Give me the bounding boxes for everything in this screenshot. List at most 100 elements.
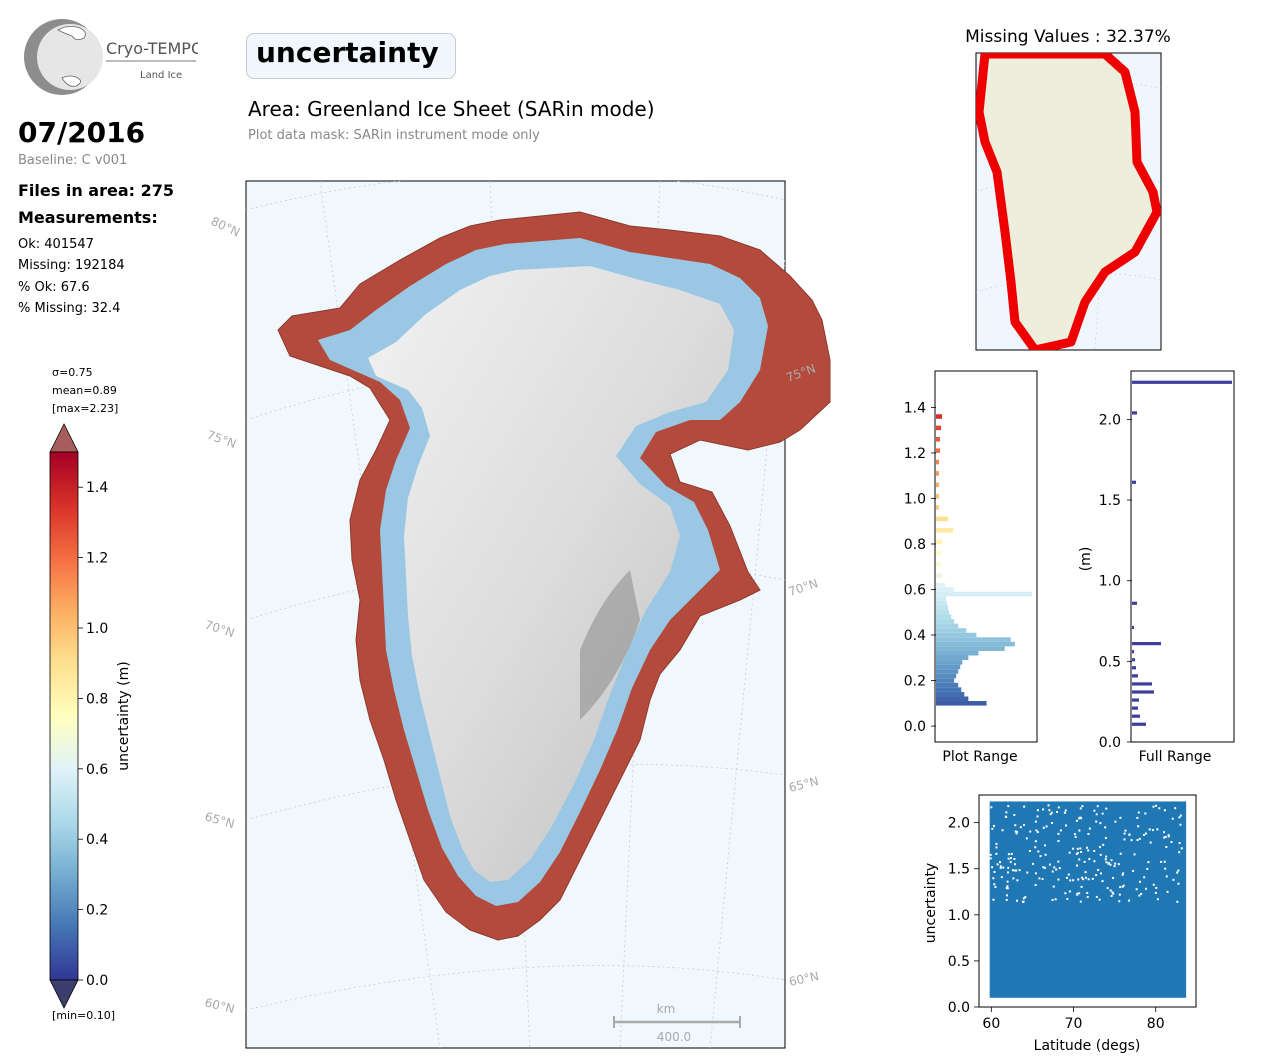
scatter-gap bbox=[1026, 871, 1029, 874]
scatter-gap bbox=[1011, 869, 1014, 872]
scatter-gap bbox=[1135, 888, 1138, 891]
histogram-bar bbox=[936, 587, 955, 592]
scatter-gap bbox=[1084, 876, 1087, 879]
stat-pct-missing: % Missing: 32.4 bbox=[18, 301, 121, 316]
scatter-gap bbox=[999, 865, 1002, 868]
scatter-gap bbox=[1087, 849, 1090, 852]
scatter-gap bbox=[1095, 895, 1098, 898]
histogram-bar bbox=[936, 471, 940, 476]
scatter-gap bbox=[1123, 838, 1126, 841]
scatter-gap bbox=[1002, 866, 1005, 869]
scatter-gap bbox=[1035, 829, 1038, 832]
scatter-gap bbox=[1128, 899, 1131, 902]
stat-ok: Ok: 401547 bbox=[18, 237, 94, 252]
scatter-gap bbox=[1128, 833, 1131, 836]
scatter-gap bbox=[1087, 878, 1090, 881]
scatter-gap bbox=[1064, 809, 1067, 812]
scatter-gap bbox=[1007, 853, 1010, 856]
scatter-gap bbox=[1001, 829, 1004, 832]
histogram-bar bbox=[1132, 698, 1139, 702]
scatter-gap bbox=[1132, 870, 1135, 873]
scatter-gap bbox=[1005, 894, 1008, 897]
lat-label: 70°N bbox=[787, 576, 820, 599]
scatter-gap bbox=[1165, 845, 1168, 848]
scatter-gap bbox=[989, 857, 992, 860]
scatter-gap bbox=[1178, 842, 1181, 845]
scatter-gap bbox=[1124, 829, 1127, 832]
colorbar-max-arrow bbox=[49, 423, 79, 453]
scatter-gap bbox=[1054, 898, 1057, 901]
scatter-gap bbox=[1178, 816, 1181, 819]
histogram-bar bbox=[936, 641, 1015, 647]
scatter-gap bbox=[1104, 826, 1107, 829]
histogram-tick: 1.2 bbox=[904, 446, 926, 462]
baseline-label: Baseline: C v001 bbox=[18, 153, 128, 168]
scatter-gap bbox=[1105, 807, 1108, 810]
scatter-gap bbox=[1165, 875, 1168, 878]
scatter-gap bbox=[1101, 880, 1104, 883]
scatter-gap bbox=[1152, 883, 1155, 886]
scatter-gap bbox=[1034, 872, 1037, 875]
scatter-gap bbox=[1022, 897, 1025, 900]
scatter-gap bbox=[1144, 812, 1147, 815]
scatter-gap bbox=[1036, 815, 1039, 818]
scatter-gap bbox=[1055, 868, 1058, 871]
scatter-gap bbox=[1080, 817, 1083, 820]
histogram-bar bbox=[936, 687, 962, 692]
scatter-gap bbox=[1140, 892, 1143, 895]
scatter-gap bbox=[1005, 887, 1008, 890]
scatter-gap bbox=[991, 866, 994, 869]
scatter-gap bbox=[1104, 837, 1107, 840]
scatter-gap bbox=[1113, 865, 1116, 868]
histogram-tick: 0.2 bbox=[904, 674, 926, 690]
scatter-gap bbox=[1081, 876, 1084, 879]
scatter-gap bbox=[1057, 860, 1060, 863]
scatter-gap bbox=[1123, 832, 1126, 835]
scatter-gap bbox=[1034, 884, 1037, 887]
scatter-gap bbox=[1081, 805, 1084, 808]
scatter-gap bbox=[1015, 899, 1018, 902]
scatter-gap bbox=[1136, 816, 1139, 819]
scatter-gap bbox=[1164, 867, 1167, 870]
histogram-tick: 0.6 bbox=[904, 583, 926, 599]
scatter-gap bbox=[1112, 892, 1115, 895]
histogram-bar bbox=[936, 650, 979, 656]
scatter-gap bbox=[1101, 812, 1104, 815]
scatter-gap bbox=[1087, 832, 1090, 835]
scatter-gap bbox=[1025, 837, 1028, 840]
title-box bbox=[246, 33, 456, 79]
ice-shadow bbox=[580, 570, 640, 720]
scatter-gap bbox=[1179, 814, 1182, 817]
histogram-bar bbox=[1132, 658, 1135, 662]
histogram-bar bbox=[936, 623, 959, 629]
scatter-gap bbox=[1078, 817, 1081, 820]
scatter-xtick: 60 bbox=[982, 1016, 1000, 1032]
histogram-bar bbox=[1132, 601, 1137, 605]
scatter-gap bbox=[1104, 858, 1107, 861]
scatter-gap bbox=[1057, 806, 1060, 809]
scatter-gap bbox=[1080, 885, 1083, 888]
scatter-gap bbox=[1099, 853, 1102, 856]
scatter-gap bbox=[995, 852, 998, 855]
scatter-gap bbox=[1009, 861, 1012, 864]
histogram-bar bbox=[936, 619, 955, 624]
histogram-tick: 1.5 bbox=[1099, 493, 1121, 509]
colorbar-tick: 0.8 bbox=[86, 691, 108, 707]
scatter-gap bbox=[1119, 852, 1122, 855]
histogram-bar bbox=[1132, 650, 1134, 654]
histogram-bar bbox=[1132, 666, 1136, 670]
scatter-ytick: 0.0 bbox=[948, 1000, 970, 1016]
scatter-gap bbox=[1075, 853, 1078, 856]
scatter-gap bbox=[1118, 893, 1121, 896]
plot-mask-label: Plot data mask: SARin instrument mode on… bbox=[248, 128, 540, 143]
scatter-gap bbox=[1102, 843, 1105, 846]
scatter-gap bbox=[1005, 811, 1008, 814]
scatter-gap bbox=[999, 861, 1002, 864]
scatter-gap bbox=[1078, 858, 1081, 861]
histogram-bar bbox=[936, 425, 942, 431]
scatter-gap bbox=[1142, 833, 1145, 836]
scatter-ytick: 1.0 bbox=[948, 908, 970, 924]
scatter-gap bbox=[1056, 810, 1059, 813]
colorbar-tick: 0.2 bbox=[86, 903, 108, 919]
scatter-gap bbox=[1166, 890, 1169, 893]
